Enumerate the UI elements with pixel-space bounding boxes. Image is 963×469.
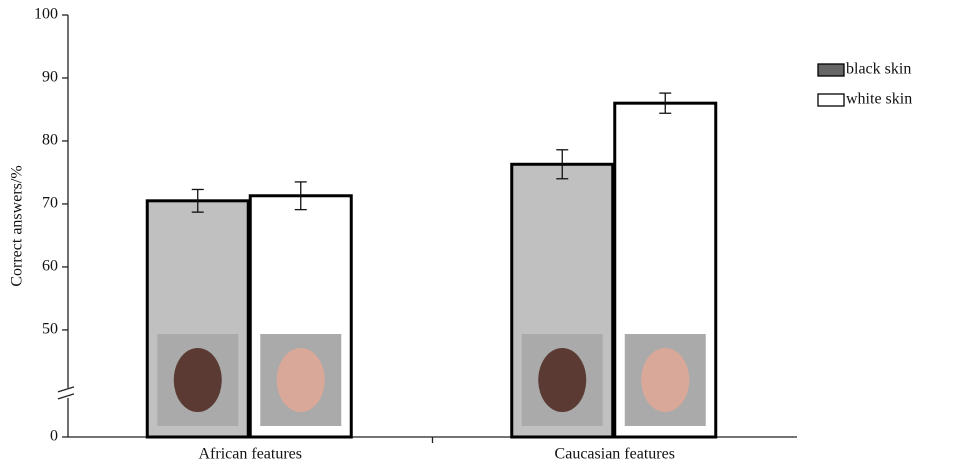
y-tick-label: 100 (34, 6, 58, 23)
y-tick-label: 50 (42, 321, 58, 338)
face (538, 348, 586, 412)
x-tick-label: Caucasian features (555, 446, 675, 463)
y-tick-label: 0 (50, 428, 58, 445)
y-tick-label: 60 (42, 258, 58, 275)
legend-swatch (818, 94, 844, 106)
legend-label: white skin (846, 91, 912, 108)
chart: Correct answers/% 0 50 60 70 80 90 100 African … (0, 0, 963, 464)
y-tick-label: 70 (42, 195, 58, 212)
y-tick-label: 80 (42, 132, 58, 149)
legend-swatch (818, 64, 844, 76)
y-tick-label: 90 (42, 69, 58, 86)
x-tick-label: African features (199, 446, 303, 463)
legend-label: black skin (846, 61, 911, 78)
face (174, 348, 222, 412)
y-axis-label: Correct answers/% (9, 165, 26, 286)
face (277, 348, 325, 412)
face (641, 348, 689, 412)
